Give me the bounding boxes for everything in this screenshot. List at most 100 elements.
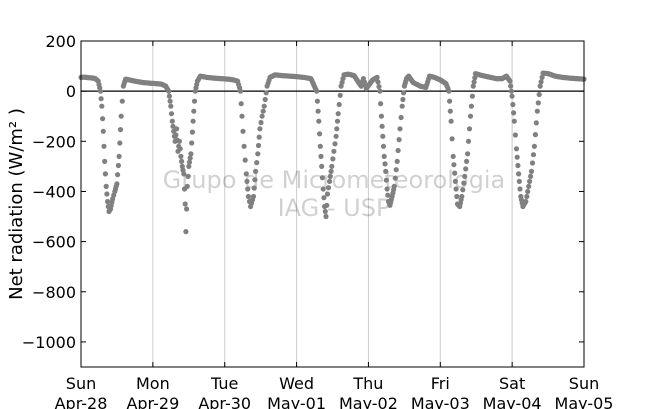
data-point xyxy=(242,157,248,163)
data-point xyxy=(375,79,381,85)
data-point xyxy=(446,88,452,94)
y-tick-label: 200 xyxy=(45,32,76,51)
data-point xyxy=(513,146,520,152)
data-point xyxy=(510,101,516,108)
data-point xyxy=(318,153,324,159)
data-point xyxy=(101,143,107,149)
data-point xyxy=(516,171,522,177)
data-point xyxy=(512,132,519,138)
data-point xyxy=(115,172,121,178)
data-point xyxy=(323,213,329,220)
data-point xyxy=(335,111,341,117)
data-point xyxy=(377,88,383,94)
data-point xyxy=(239,113,245,119)
data-point xyxy=(391,183,397,189)
data-point xyxy=(190,118,196,124)
data-point xyxy=(523,198,529,205)
data-point xyxy=(189,140,195,146)
data-point xyxy=(534,108,540,114)
x-tick-label-date: Apr-28 xyxy=(55,394,108,409)
data-point xyxy=(333,133,339,139)
data-point xyxy=(468,103,474,109)
data-point xyxy=(179,158,185,164)
data-point xyxy=(191,98,198,104)
data-points xyxy=(78,70,587,235)
data-point xyxy=(398,114,404,121)
data-point xyxy=(382,161,388,167)
x-tick-label-date: Apr-29 xyxy=(126,394,179,409)
data-point xyxy=(337,92,343,98)
data-point xyxy=(262,96,268,103)
data-point xyxy=(188,151,194,157)
data-point xyxy=(452,170,458,176)
data-point xyxy=(461,180,467,186)
data-point xyxy=(260,108,266,114)
data-point xyxy=(380,133,386,139)
data-point xyxy=(117,140,123,146)
data-point xyxy=(396,137,402,143)
y-tick-label: −600 xyxy=(32,233,76,252)
x-tick-label-day: Wed xyxy=(279,374,314,393)
data-point xyxy=(191,108,197,114)
data-point xyxy=(392,175,398,181)
data-point xyxy=(325,185,332,191)
data-point xyxy=(99,103,105,109)
data-point xyxy=(374,74,380,80)
data-point xyxy=(117,127,124,133)
data-point xyxy=(460,187,466,193)
data-point xyxy=(315,108,321,114)
data-point xyxy=(538,79,544,85)
data-point xyxy=(525,188,531,195)
data-point xyxy=(116,153,122,159)
data-point xyxy=(263,90,269,96)
data-point xyxy=(173,132,179,138)
data-point xyxy=(380,143,387,149)
data-point xyxy=(451,162,457,168)
data-point xyxy=(321,195,327,201)
data-point xyxy=(462,173,468,179)
data-point xyxy=(450,153,456,159)
data-point xyxy=(510,110,517,116)
data-point xyxy=(183,229,189,235)
y-tick-label: −200 xyxy=(32,132,76,151)
data-point xyxy=(328,168,334,174)
data-point xyxy=(524,193,530,200)
data-point xyxy=(383,177,389,183)
data-point xyxy=(331,148,337,154)
data-point xyxy=(332,141,338,147)
data-point xyxy=(104,191,110,197)
data-point xyxy=(245,193,251,200)
x-tick-label-day: Sun xyxy=(66,374,96,393)
data-point xyxy=(178,153,184,159)
x-tick-label-date: May-01 xyxy=(267,394,326,409)
data-point xyxy=(184,183,190,189)
data-point xyxy=(256,134,262,140)
data-point xyxy=(327,178,333,184)
data-point xyxy=(530,152,537,158)
data-point xyxy=(114,181,120,187)
y-tick-label: −400 xyxy=(32,182,76,201)
data-point xyxy=(385,192,391,198)
data-point xyxy=(314,98,320,104)
data-point xyxy=(448,118,454,124)
data-point xyxy=(255,142,262,149)
data-point xyxy=(537,83,543,89)
data-point xyxy=(381,153,387,159)
data-point xyxy=(261,103,267,109)
data-point xyxy=(118,113,124,119)
data-point xyxy=(237,88,244,94)
data-point xyxy=(452,178,458,184)
data-point xyxy=(378,101,384,107)
data-point xyxy=(240,128,246,134)
data-point xyxy=(447,108,453,114)
data-point xyxy=(376,84,382,90)
data-point xyxy=(464,158,470,164)
data-point xyxy=(535,100,541,106)
data-point xyxy=(516,178,522,184)
data-point xyxy=(515,162,521,169)
data-point xyxy=(330,156,336,162)
data-point xyxy=(466,126,473,132)
y-tick-label: −1000 xyxy=(22,333,76,352)
data-point xyxy=(254,160,260,166)
